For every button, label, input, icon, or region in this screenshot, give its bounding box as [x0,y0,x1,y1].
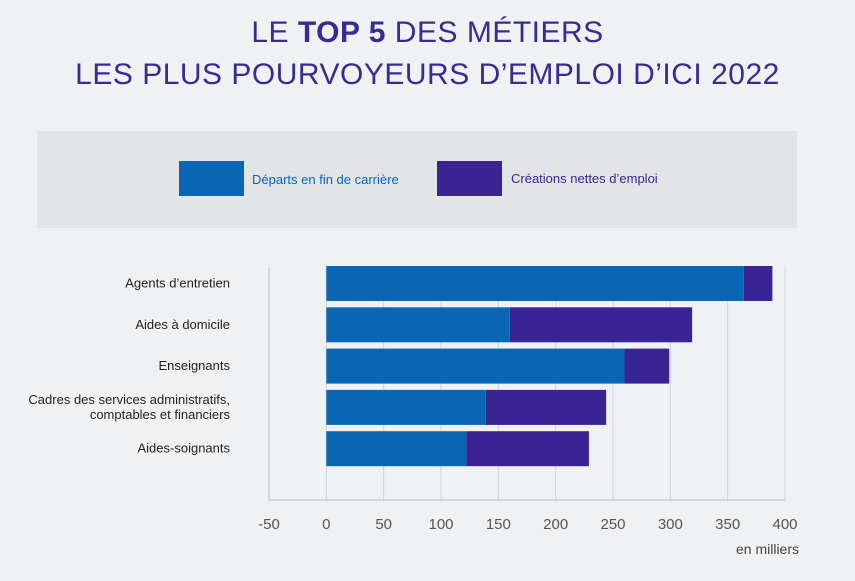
x-tick-label-4: 150 [486,516,511,533]
category-label-3-0: Cadres des services administratifs, [28,392,230,407]
bar-4-series-0 [326,431,467,467]
category-label-1-0: Aides à domicile [135,317,230,332]
x-tick-label-2: 50 [375,516,392,533]
title-suffix: DES MÉTIERS [385,16,604,49]
bar-2-series-1 [624,348,670,384]
legend: Départs en fin de carrière Créations net… [37,131,797,228]
x-tick-label-6: 250 [600,516,625,533]
bar-2-series-0 [326,348,625,384]
x-tick-label-0: -50 [258,516,280,533]
bar-1-series-0 [326,307,510,343]
bar-4-series-1 [466,431,589,467]
x-unit-label: en milliers [736,541,799,557]
category-label-0-0: Agents d’entretien [125,276,230,291]
bar-1-series-1 [509,307,693,343]
x-tick-label-8: 350 [715,516,740,533]
category-label-4-0: Aides-soignants [138,441,231,456]
category-label-3-1: comptables et financiers [90,407,231,422]
legend-label-creations: Créations nettes d’emploi [511,171,658,186]
x-tick-label-9: 400 [772,516,797,533]
title-prefix: LE [251,16,298,49]
category-label-2-0: Enseignants [158,358,230,373]
legend-label-departs: Départs en fin de carrière [252,172,399,187]
bar-3-series-0 [326,389,486,425]
x-tick-label-7: 300 [658,516,683,533]
x-tick-label-1: 0 [322,516,330,533]
legend-swatch-creations [437,161,502,196]
bar-3-series-1 [485,389,607,425]
bar-0-series-1 [743,266,773,301]
legend-swatch-departs [179,161,244,196]
chart-title-line2: LES PLUS POURVOYEURS D’EMPLOI D’ICI 2022 [75,58,780,91]
chart-title-line1: LE TOP 5 DES MÉTIERS [0,18,855,48]
title-bold: TOP 5 [297,16,386,49]
bar-0-series-0 [326,266,744,301]
x-tick-label-3: 100 [428,516,453,533]
x-tick-label-5: 200 [543,516,568,533]
